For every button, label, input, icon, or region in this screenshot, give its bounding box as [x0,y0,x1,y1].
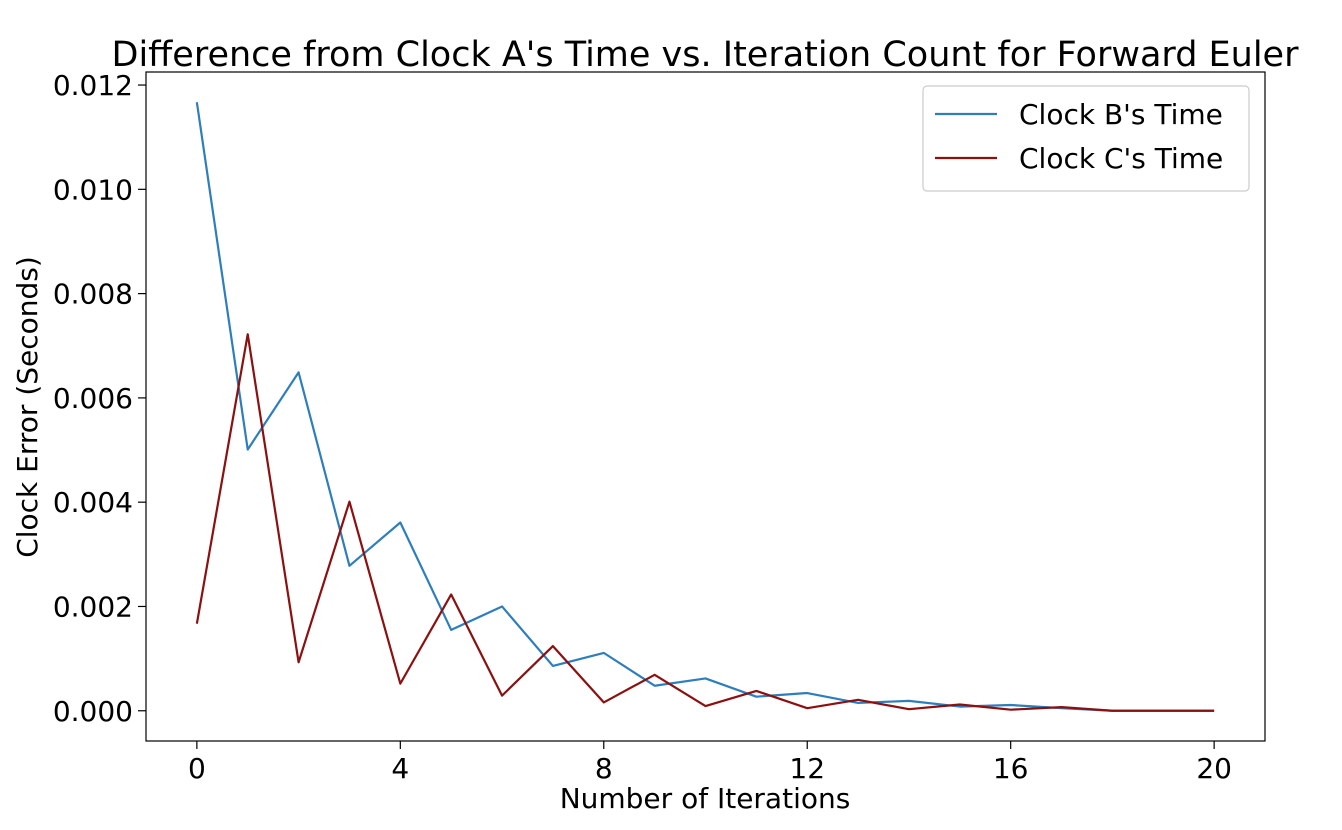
x-tick-label: 16 [993,752,1029,785]
x-tick-label: 4 [391,752,409,785]
y-tick-label: 0.010 [53,173,133,206]
x-tick-label: 12 [789,752,825,785]
y-tick-label: 0.000 [53,695,133,728]
y-tick-label: 0.008 [53,278,133,311]
legend-label: Clock C's Time [1019,142,1223,175]
x-tick-label: 20 [1196,752,1232,785]
plot-frame [145,71,1266,742]
y-tick-label: 0.002 [53,590,133,623]
legend-label: Clock B's Time [1019,98,1223,131]
series-line [195,102,1215,712]
x-tick-label: 8 [595,752,613,785]
plot-area [195,102,1215,712]
chart-title: Difference from Clock A's Time vs. Itera… [112,35,1300,75]
x-tick-label: 0 [188,752,206,785]
y-axis-label: Clock Error (Seconds) [11,256,44,558]
series-line [195,333,1215,712]
y-axis: 0.000 0.002 0.004 0.006 0.008 0.010 0.012 [53,69,146,728]
y-tick-label: 0.012 [53,69,133,102]
legend: Clock B's Time Clock C's Time [922,85,1250,192]
y-tick-label: 0.006 [53,382,133,415]
y-tick-label: 0.004 [53,486,133,519]
series-clock-b [195,102,1215,712]
x-axis: 0 4 8 12 16 20 [188,741,1232,785]
x-axis-label: Number of Iterations [560,782,851,815]
legend-box [922,85,1250,192]
series-clock-c [195,333,1215,712]
